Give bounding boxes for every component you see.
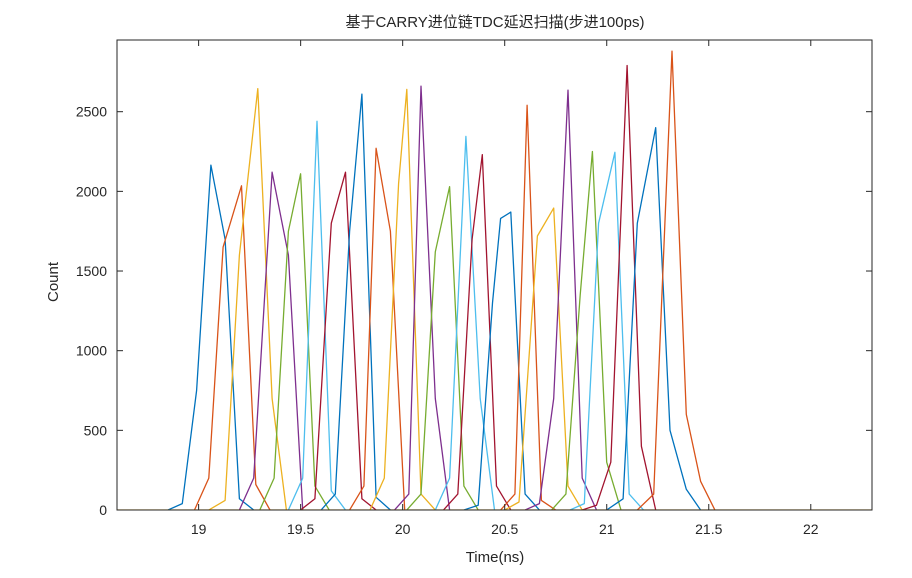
x-tick-label: 20.5 (491, 521, 518, 537)
x-tick-label: 19 (191, 521, 207, 537)
series-line-10 (369, 88, 436, 510)
series-line-16 (500, 104, 557, 510)
series-line-6 (287, 120, 347, 510)
series-line-15 (463, 211, 540, 510)
y-tick-label: 1000 (76, 343, 107, 359)
series-line-2 (193, 185, 271, 510)
y-tick-label: 500 (84, 422, 108, 438)
axes-frame (116, 39, 873, 511)
series-line-18 (524, 89, 598, 510)
series-line-12 (406, 185, 479, 510)
series-line-3 (208, 87, 288, 510)
series-line-8 (320, 93, 391, 510)
x-tick-label: 21 (599, 521, 615, 537)
x-tick-label: 19.5 (287, 521, 314, 537)
x-axis-title: Time(ns) (466, 549, 525, 566)
series-line-22 (606, 126, 702, 510)
x-tick-label: 22 (803, 521, 819, 537)
series-line-17 (504, 207, 583, 510)
series-line-4 (238, 171, 304, 510)
y-axis: 0 500 1000 1500 2000 2500 (76, 104, 872, 518)
series-line-1 (167, 164, 255, 510)
y-axis-title: Count (45, 261, 62, 302)
series-line-7 (300, 171, 377, 510)
series-line-19 (551, 150, 622, 510)
series-line-20 (569, 151, 644, 510)
series-line-14 (443, 154, 512, 510)
y-tick-label: 2000 (76, 183, 107, 199)
series-line-5 (259, 173, 330, 510)
x-tick-label: 21.5 (695, 521, 722, 537)
y-tick-label: 0 (99, 502, 107, 518)
y-tick-label: 2500 (76, 104, 107, 120)
series-line-13 (434, 135, 496, 510)
x-axis: 19 19.5 20 20.5 21 21.5 22 (191, 40, 819, 537)
chart-title: 基于CARRY进位链TDC延迟扫描(步进100ps) (346, 14, 645, 31)
series-line-21 (581, 64, 657, 510)
series-line-11 (394, 85, 451, 510)
y-tick-label: 1500 (76, 263, 107, 279)
series-layer (117, 50, 872, 510)
series-line-23 (636, 50, 716, 510)
series-line-9 (349, 147, 406, 510)
x-tick-label: 20 (395, 521, 411, 537)
